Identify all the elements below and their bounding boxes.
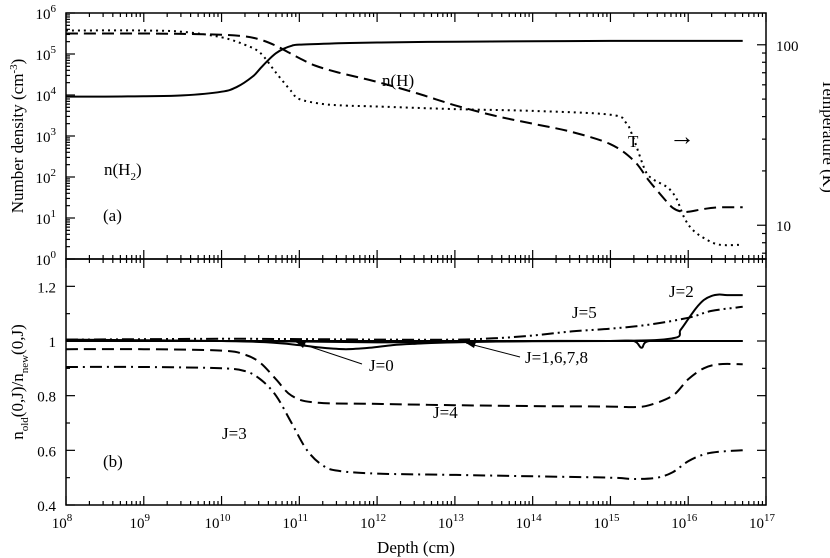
series-line-j-5 — [65, 305, 743, 341]
series-line-j-4 — [65, 348, 743, 409]
panel-b-frame — [65, 258, 767, 506]
series-line-n-h- — [65, 32, 743, 214]
j1678-pointer-arrow-head — [466, 342, 476, 348]
j3-series-label: J=3 — [222, 424, 247, 443]
panel-a-label: (a) — [103, 206, 122, 225]
j1678-series-label: J=1,6,7,8 — [525, 348, 588, 367]
x-tick-label: 1014 — [516, 512, 543, 532]
x-tick-label: 1017 — [749, 512, 776, 532]
j0-series-label: J=0 — [369, 356, 394, 375]
panel-b-curves — [65, 293, 743, 481]
panel-a-y-tick-label: 104 — [36, 85, 57, 105]
panel-b-y-tick-label: 0.4 — [37, 499, 56, 515]
panel-a-curves — [65, 29, 743, 247]
panel-a-y-tick-label: 103 — [36, 126, 57, 146]
panel-a-frame — [65, 12, 767, 260]
panel-a-y-axis-title: Number density (cm-3) — [8, 59, 27, 214]
series-line-j-0 — [65, 338, 743, 351]
panel-a-y-tick-label: 100 — [36, 249, 57, 269]
panel-a-y-tick-label: 105 — [36, 44, 57, 64]
temperature-arrow-icon: → — [669, 122, 695, 151]
panel-b-y-tick-label: 1.2 — [37, 280, 56, 296]
panel-b-y-axis-title: nold(0,J)/nnew(0,J) — [8, 324, 31, 440]
x-tick-label: 1011 — [283, 512, 309, 532]
panel-b-axes: 108 109 1010 1011 1012 1013 1014 1015 1016 1017 0.… — [37, 258, 776, 532]
j1678-pointer-arrow — [465, 342, 521, 358]
j0-pointer-arrow — [295, 341, 363, 365]
x-axis-title: Depth (cm) — [377, 538, 455, 557]
panel-a-axes: 100 101 102 103 104 105 106 10 100 — [36, 3, 799, 269]
x-tick-label: 1016 — [671, 512, 698, 532]
panel-b-y-tick-label: 1 — [49, 335, 57, 351]
j5-series-label: J=5 — [572, 303, 597, 322]
series-line-j-3 — [65, 365, 743, 481]
panel-a-y2-axis-title: Temperature (K) — [819, 79, 830, 193]
panel-a-y-tick-label: 102 — [36, 167, 57, 187]
panel-b-label: (b) — [103, 452, 123, 471]
x-tick-label: 1013 — [438, 512, 465, 532]
x-tick-label: 1012 — [360, 512, 386, 532]
n-h-series-label: n(H) — [382, 71, 414, 90]
j0-pointer-arrow-head — [296, 342, 306, 348]
x-tick-label: 1015 — [593, 512, 620, 532]
panel-a-y2-tick-label: 10 — [776, 219, 791, 235]
panel-a-y2-tick-label: 100 — [776, 39, 799, 55]
panel-a-y-tick-label: 101 — [36, 208, 57, 228]
panel-b-y-tick-label: 0.8 — [37, 390, 56, 406]
x-tick-label: 1010 — [205, 512, 232, 532]
temperature-series-label: T — [628, 132, 639, 151]
n-h2-series-label: n(H2) — [104, 160, 142, 183]
panel-a-y-tick-label: 106 — [36, 3, 57, 23]
panel-b-y-tick-label: 0.6 — [37, 444, 56, 460]
series-line-t — [65, 29, 743, 247]
x-tick-label: 108 — [52, 512, 73, 532]
x-tick-label: 109 — [130, 512, 151, 532]
j2-series-label: J=2 — [669, 282, 694, 301]
series-line-j-2 — [65, 293, 743, 343]
j4-series-label: J=4 — [433, 403, 458, 422]
